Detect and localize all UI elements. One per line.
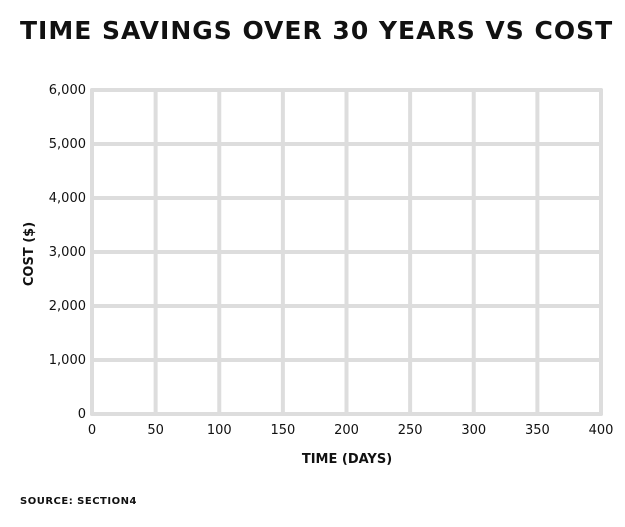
y-tick-label: 4,000 bbox=[49, 191, 86, 206]
x-tick-label: 100 bbox=[207, 423, 232, 438]
x-axis-label: TIME (DAYS) bbox=[302, 452, 392, 467]
chart-title: TIME SAVINGS OVER 30 YEARS VS COST bbox=[20, 16, 614, 45]
x-axis-ticks: 0 50 100 150 200 250 300 350 400 bbox=[88, 423, 614, 438]
y-tick-label: 2,000 bbox=[49, 299, 86, 314]
y-axis-ticks: 0 1,000 2,000 3,000 4,000 5,000 6,000 bbox=[49, 83, 86, 422]
y-tick-label: 6,000 bbox=[49, 83, 86, 98]
x-tick-label: 300 bbox=[461, 423, 486, 438]
grid-lines bbox=[90, 88, 603, 416]
y-axis-label: COST ($) bbox=[22, 222, 37, 286]
y-tick-label: 1,000 bbox=[49, 353, 86, 368]
source-note: SOURCE: SECTION4 bbox=[20, 496, 137, 507]
x-tick-label: 0 bbox=[88, 423, 96, 438]
y-tick-label: 0 bbox=[78, 407, 86, 422]
y-tick-label: 5,000 bbox=[49, 137, 86, 152]
x-tick-label: 400 bbox=[589, 423, 614, 438]
x-tick-label: 200 bbox=[334, 423, 359, 438]
x-tick-label: 350 bbox=[525, 423, 550, 438]
x-tick-label: 150 bbox=[270, 423, 295, 438]
y-tick-label: 3,000 bbox=[49, 245, 86, 260]
x-tick-label: 250 bbox=[398, 423, 423, 438]
x-tick-label: 50 bbox=[147, 423, 164, 438]
